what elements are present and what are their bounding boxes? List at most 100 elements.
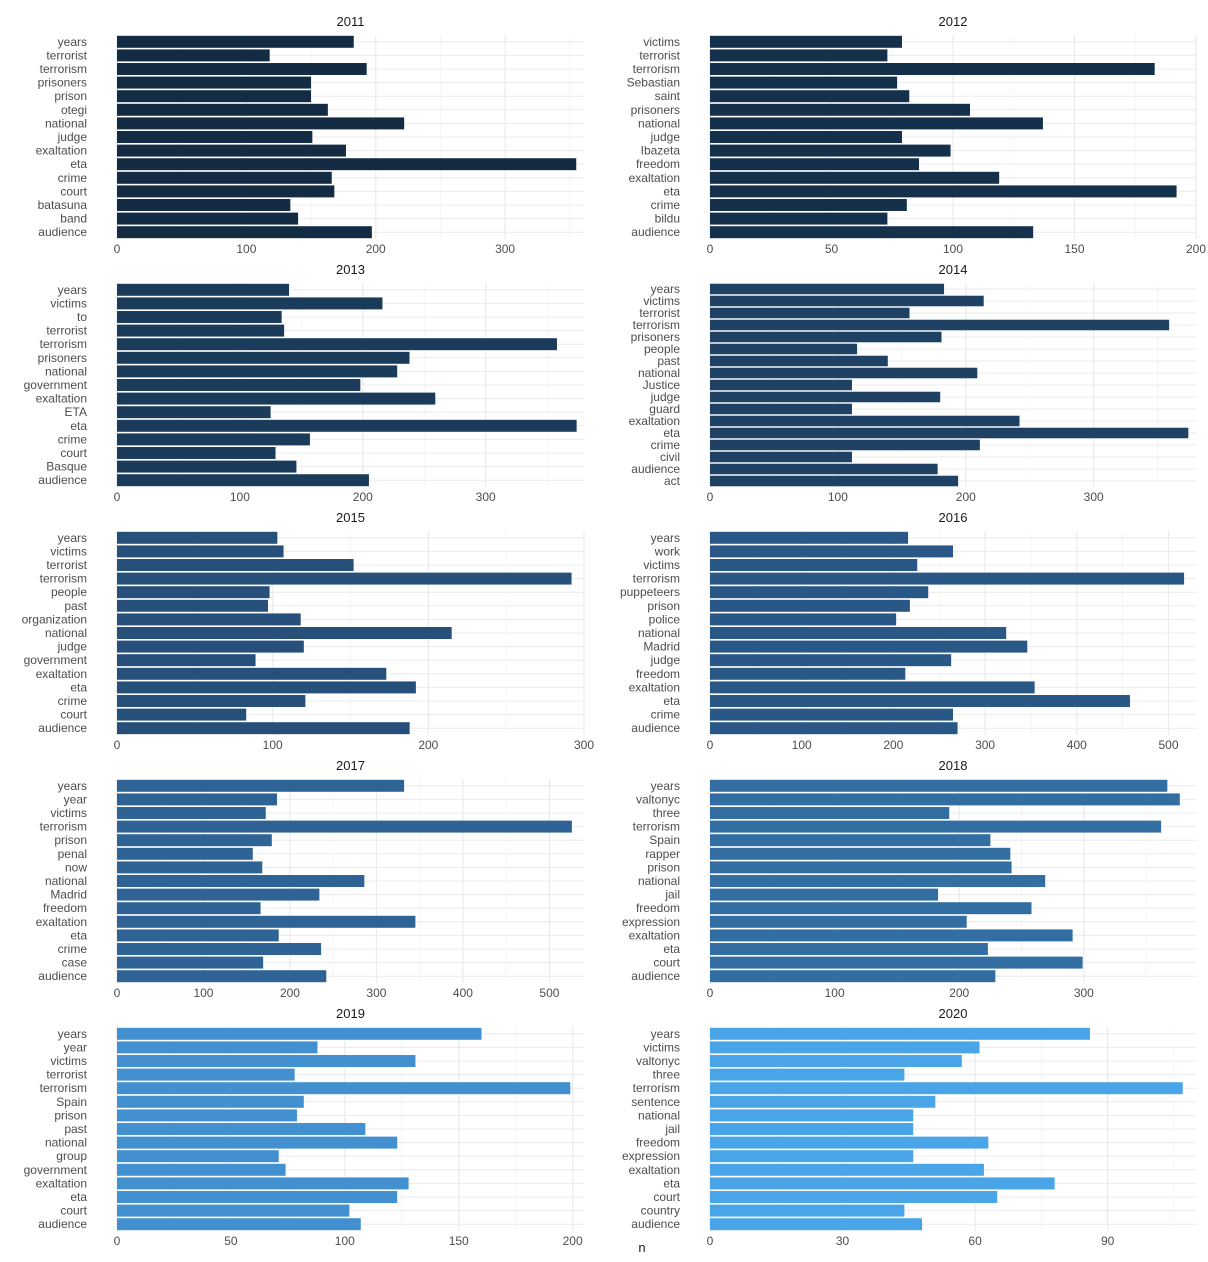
panel-2011: 2011 yearsterroristterrorismprisonerspris… xyxy=(36,14,584,256)
x-tick-label: 500 xyxy=(1158,738,1178,752)
bar-saint xyxy=(710,90,910,103)
x-tick-label: 100 xyxy=(193,986,213,1000)
bar-terrorist xyxy=(117,49,270,62)
category-label: eta xyxy=(70,680,87,694)
bar-Ibazeta xyxy=(710,144,951,157)
category-label: years xyxy=(651,531,680,545)
bar-audience xyxy=(117,226,372,239)
bar-terrorism xyxy=(710,1082,1183,1095)
bar-freedom xyxy=(710,667,906,680)
panel-title: 2013 xyxy=(336,262,365,277)
bar-year xyxy=(117,1041,318,1054)
category-label: national xyxy=(638,626,680,640)
x-axis-title: n xyxy=(638,1240,645,1255)
category-label: terrorist xyxy=(46,48,87,62)
category-label: audience xyxy=(631,462,680,476)
bar-victims xyxy=(710,35,902,48)
bar-eta xyxy=(710,695,1130,707)
bar-national xyxy=(710,117,1043,130)
category-label: batasuna xyxy=(38,198,88,212)
category-label: victims xyxy=(50,806,87,820)
bar-expression xyxy=(710,915,967,928)
category-label: valtonyc xyxy=(636,792,680,806)
x-tick-label: 300 xyxy=(366,986,386,1000)
category-label: government xyxy=(24,653,88,667)
bar-audience xyxy=(117,970,327,983)
bar-jail xyxy=(710,888,939,901)
x-tick-label: 300 xyxy=(495,242,515,256)
category-label: rapper xyxy=(645,847,680,861)
category-label: crime xyxy=(58,942,88,956)
bar-years xyxy=(117,779,405,792)
bar-group xyxy=(117,1150,279,1163)
bar-bildu xyxy=(710,212,888,225)
category-label: year xyxy=(64,1040,87,1054)
category-label: crime xyxy=(58,694,88,708)
category-label: judge xyxy=(57,130,88,144)
category-label: victims xyxy=(643,35,680,49)
bar-Basque xyxy=(117,460,297,473)
bar-exaltation xyxy=(117,667,387,680)
bar-year xyxy=(117,793,277,806)
category-label: jail xyxy=(664,1122,680,1136)
bar-jail xyxy=(710,1123,914,1135)
category-label: audience xyxy=(631,225,680,239)
panel-2015: 2015 yearsvictimsterroristterrorismpeople… xyxy=(22,510,595,752)
category-label: terrorist xyxy=(639,306,680,320)
bar-terrorist xyxy=(117,1068,295,1081)
bar-victims xyxy=(117,297,383,310)
category-label: three xyxy=(653,1068,681,1082)
bar-Sebastian xyxy=(710,76,898,89)
bar-terrorist xyxy=(117,324,285,337)
category-label: terrorism xyxy=(40,62,87,76)
category-label: national xyxy=(45,1136,87,1150)
bar-Spain xyxy=(117,1095,304,1108)
bar-audience xyxy=(117,722,410,735)
category-label: exaltation xyxy=(36,392,87,406)
category-label: freedom xyxy=(636,157,680,171)
x-tick-label: 150 xyxy=(1064,242,1084,256)
category-label: prison xyxy=(647,599,680,613)
bar-band xyxy=(117,212,299,225)
category-label: terrorist xyxy=(46,1068,87,1082)
bar-puppeteers xyxy=(710,586,929,599)
bar-exaltation xyxy=(710,1163,984,1176)
x-tick-label: 0 xyxy=(114,242,121,256)
bar-prisoners xyxy=(710,331,942,343)
bar-national xyxy=(117,875,365,887)
x-tick-label: 200 xyxy=(280,986,300,1000)
category-label: prison xyxy=(54,1108,87,1122)
bar-terrorism xyxy=(117,338,557,351)
category-label: audience xyxy=(38,721,87,735)
bar-ETA xyxy=(117,406,271,419)
category-label: prisoners xyxy=(38,351,87,365)
bar-eta xyxy=(710,185,1177,198)
category-label: bildu xyxy=(655,212,680,226)
category-label: victims xyxy=(50,1054,87,1068)
category-label: freedom xyxy=(636,1136,680,1150)
panel-title: 2011 xyxy=(337,14,365,29)
category-label: prisoners xyxy=(38,76,87,90)
panel-title: 2015 xyxy=(336,510,365,525)
x-tick-label: 30 xyxy=(836,1234,850,1248)
bar-three xyxy=(710,807,950,819)
category-label: past xyxy=(657,354,680,368)
x-tick-label: 300 xyxy=(1074,986,1094,1000)
panel-2019: 2019 yearsyearvictimsterroristterrorismSp… xyxy=(24,1006,584,1248)
category-label: terrorist xyxy=(46,324,87,338)
category-label: national xyxy=(638,1108,680,1122)
category-label: people xyxy=(644,342,680,356)
category-label: years xyxy=(58,531,87,545)
category-label: work xyxy=(654,544,681,558)
bar-victims xyxy=(710,559,918,571)
panel-2013: 2013 yearsvictimstoterroristterrorismpris… xyxy=(24,262,584,504)
category-label: terrorism xyxy=(40,820,87,834)
x-tick-label: 100 xyxy=(236,242,256,256)
category-label: band xyxy=(60,212,87,226)
bar-victims xyxy=(117,807,266,819)
bar-exaltation xyxy=(117,392,436,405)
category-label: national xyxy=(638,366,680,380)
bar-eta xyxy=(117,681,416,694)
bar-crime xyxy=(117,171,332,184)
